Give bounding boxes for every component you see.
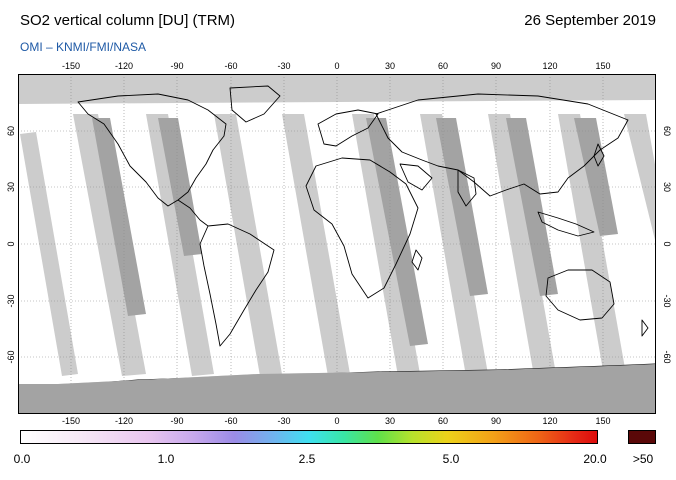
lon-tick: -60: [224, 416, 238, 426]
lat-tick: -30: [662, 294, 672, 308]
lon-tick: -30: [277, 61, 291, 71]
antarctic-no-data: [18, 364, 656, 414]
latitude-ticks-left: 60 30 0 -30 -60: [4, 74, 18, 414]
lon-tick: 150: [595, 416, 611, 426]
colorbar-label: >50: [632, 452, 654, 466]
lon-tick: 60: [437, 61, 449, 71]
lon-tick: -90: [170, 61, 184, 71]
colorbar-label: 1.0: [157, 452, 175, 466]
lon-tick: -120: [114, 61, 134, 71]
lon-tick: 0: [334, 61, 340, 71]
map-title: SO2 vertical column [DU] (TRM): [20, 12, 236, 29]
map-canvas: [18, 74, 656, 414]
colorbar-label: 20.0: [583, 452, 607, 466]
arabia: [399, 163, 433, 191]
lon-tick: -120: [114, 416, 134, 426]
australia: [545, 269, 615, 321]
lat-tick: 30: [6, 181, 16, 193]
data-credit: OMI – KNMI/FMI/NASA: [20, 40, 147, 54]
lon-tick: 0: [334, 416, 340, 426]
lat-tick: 0: [662, 241, 672, 247]
longitude-ticks-bottom: -150 -120 -90 -60 -30 0 30 60 90 120 150: [18, 416, 656, 430]
map-date: 26 September 2019: [524, 12, 656, 29]
lat-tick: -30: [6, 294, 16, 308]
lon-tick: 90: [490, 416, 502, 426]
greenland: [229, 85, 281, 123]
lat-tick: -60: [662, 350, 672, 364]
so2-colorbar: [20, 430, 598, 444]
lon-tick: 30: [384, 61, 396, 71]
india: [457, 169, 477, 207]
overflow-color-swatch: [628, 430, 656, 444]
lat-tick: 0: [6, 241, 16, 247]
lat-tick: 60: [6, 125, 16, 137]
new-zealand: [641, 319, 649, 337]
africa: [305, 157, 419, 299]
lon-tick: 150: [595, 61, 611, 71]
lon-tick: 90: [490, 61, 502, 71]
lon-tick: 120: [542, 416, 558, 426]
asia: [375, 93, 629, 197]
lon-tick: -60: [224, 61, 238, 71]
map-frame: [18, 74, 656, 414]
lon-tick: 30: [384, 416, 396, 426]
lat-tick: 60: [662, 125, 672, 137]
so2-map: [18, 74, 656, 414]
lon-tick: -30: [277, 416, 291, 426]
lat-tick: -60: [6, 350, 16, 364]
lon-tick: -90: [170, 416, 184, 426]
latitude-ticks-right: 60 30 0 -30 -60: [660, 74, 674, 414]
lon-tick: -150: [61, 61, 81, 71]
lon-tick: -150: [61, 416, 81, 426]
europe: [317, 109, 379, 147]
colorbar-label: 2.5: [298, 452, 316, 466]
southeast-asia-islands: [537, 211, 595, 237]
colorbar-label: 5.0: [442, 452, 460, 466]
lat-tick: 30: [662, 181, 672, 193]
longitude-ticks-top: -150 -120 -90 -60 -30 0 30 60 90 120 150: [18, 61, 656, 75]
graticule: [18, 74, 656, 414]
lon-tick: 120: [542, 61, 558, 71]
madagascar: [411, 249, 423, 271]
central-america: [177, 199, 209, 227]
colorbar-label: 0.0: [13, 452, 31, 466]
north-america: [77, 93, 227, 207]
south-america: [199, 223, 275, 347]
lon-tick: 60: [437, 416, 449, 426]
japan: [593, 143, 605, 167]
